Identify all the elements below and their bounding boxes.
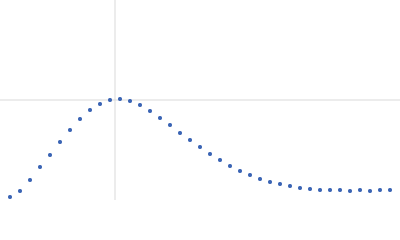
data-point — [78, 117, 82, 121]
data-point — [38, 165, 42, 169]
data-point — [318, 188, 322, 192]
data-point — [108, 98, 112, 102]
data-point — [28, 178, 32, 182]
data-point — [238, 169, 242, 173]
data-point — [18, 189, 22, 193]
data-point — [248, 173, 252, 177]
data-point — [198, 145, 202, 149]
data-point — [208, 152, 212, 156]
data-point — [298, 186, 302, 190]
data-point — [258, 177, 262, 181]
data-point — [128, 99, 132, 103]
data-point — [228, 164, 232, 168]
data-point — [48, 153, 52, 157]
data-point — [118, 97, 122, 101]
data-point — [88, 108, 92, 112]
data-point — [368, 189, 372, 193]
data-point — [188, 138, 192, 142]
data-point — [308, 187, 312, 191]
data-point — [168, 123, 172, 127]
chart — [0, 0, 400, 200]
data-point — [178, 131, 182, 135]
data-point — [218, 158, 222, 162]
data-point — [338, 188, 342, 192]
data-point — [328, 188, 332, 192]
page: {"chart_data": {"type": "scatter", "x": … — [0, 0, 400, 200]
data-point — [378, 188, 382, 192]
data-point — [268, 180, 272, 184]
data-point — [158, 116, 162, 120]
data-point — [138, 103, 142, 107]
data-point — [388, 188, 392, 192]
data-point — [68, 128, 72, 132]
data-point — [98, 102, 102, 106]
data-point — [288, 184, 292, 188]
data-point — [278, 182, 282, 186]
data-point — [348, 189, 352, 193]
data-point — [8, 195, 12, 199]
data-point — [58, 140, 62, 144]
data-point — [148, 109, 152, 113]
data-point — [358, 188, 362, 192]
